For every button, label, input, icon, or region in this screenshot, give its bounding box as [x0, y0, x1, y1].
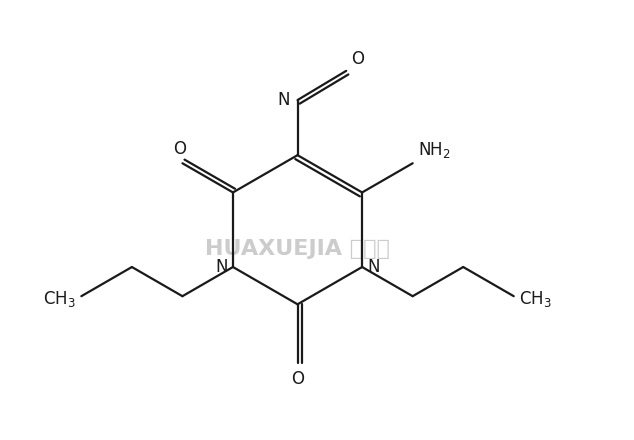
Text: N: N	[216, 258, 228, 276]
Text: O: O	[172, 140, 186, 158]
Text: O: O	[291, 370, 304, 389]
Text: N: N	[367, 258, 380, 276]
Text: CH$_3$: CH$_3$	[43, 290, 76, 309]
Text: HUAXUEJIA 化学加: HUAXUEJIA 化学加	[205, 239, 390, 259]
Text: O: O	[351, 50, 365, 68]
Text: NH$_2$: NH$_2$	[418, 140, 451, 160]
Text: CH$_3$: CH$_3$	[519, 290, 552, 309]
Text: N: N	[277, 91, 290, 109]
